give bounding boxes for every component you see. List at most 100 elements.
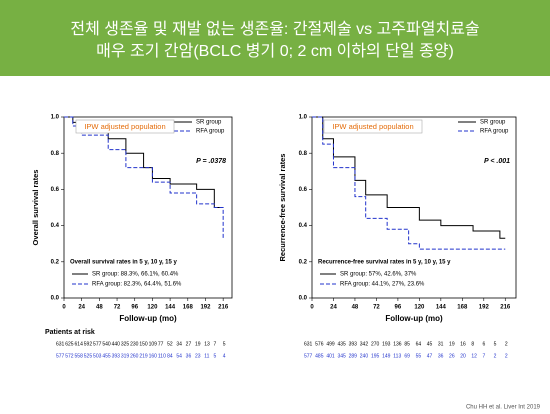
- risk-number: 36: [438, 353, 444, 359]
- x-tick-label: 72: [114, 305, 121, 311]
- risk-number: 5: [494, 341, 497, 347]
- risk-number: 540: [102, 341, 111, 347]
- risk-label: Patients at risk: [45, 329, 95, 336]
- y-tick-label: 0.4: [51, 223, 60, 229]
- x-tick-label: 192: [200, 305, 211, 311]
- risk-number: 7: [483, 353, 486, 359]
- risk-number: 6: [483, 341, 486, 347]
- y-tick-label: 0.0: [51, 296, 60, 302]
- risk-number: 2: [505, 341, 508, 347]
- risk-number: 34: [176, 341, 182, 347]
- x-tick-label: 144: [165, 305, 176, 311]
- risk-number: 149: [382, 353, 391, 359]
- risk-number: 5: [223, 341, 226, 347]
- risk-number: 499: [326, 341, 335, 347]
- y-axis-label: Recurrence-free survival rates: [278, 154, 287, 262]
- risk-number: 325: [121, 341, 130, 347]
- risk-number: 160: [149, 353, 158, 359]
- risk-number: 440: [112, 341, 121, 347]
- y-tick-label: 0.0: [299, 296, 308, 302]
- y-tick-label: 0.8: [299, 151, 308, 157]
- risk-number: 401: [326, 353, 335, 359]
- risk-number: 20: [460, 353, 466, 359]
- risk-number: 27: [186, 341, 192, 347]
- citation: Chu HH et al. Liver Int 2019: [466, 405, 541, 411]
- y-tick-label: 0.8: [51, 151, 60, 157]
- risk-number: 577: [93, 341, 102, 347]
- risk-number: 113: [393, 353, 401, 359]
- x-tick-label: 168: [457, 305, 468, 311]
- risk-number: 109: [149, 341, 158, 347]
- risk-number: 47: [427, 353, 433, 359]
- risk-number: 289: [349, 353, 358, 359]
- y-tick-label: 1.0: [51, 115, 60, 121]
- survival-curve: [312, 116, 506, 250]
- risk-number: 572: [65, 353, 74, 359]
- risk-number: 625: [65, 341, 74, 347]
- badge: IPW adjusted population: [332, 122, 413, 131]
- x-tick-label: 96: [395, 305, 402, 311]
- x-tick-label: 192: [479, 305, 490, 311]
- legend-label: RFA group: [196, 129, 225, 135]
- badge: IPW adjusted population: [84, 122, 165, 131]
- risk-number: 219: [139, 353, 148, 359]
- slide-title: 전체 생존율 및 재발 없는 생존율: 간절제술 vs 고주파열치료술: [70, 20, 479, 38]
- risk-number: 13: [204, 341, 210, 347]
- risk-number: 110: [158, 353, 166, 359]
- y-tick-label: 0.2: [299, 259, 308, 265]
- risk-number: 36: [186, 353, 192, 359]
- risk-number: 558: [75, 353, 84, 359]
- risk-number: 52: [167, 341, 173, 347]
- risk-number: 230: [130, 341, 139, 347]
- risk-number: 8: [471, 341, 474, 347]
- risk-number: 19: [195, 341, 201, 347]
- badge-box: [75, 119, 175, 134]
- x-tick-label: 24: [330, 305, 337, 311]
- x-tick-label: 0: [62, 305, 66, 311]
- rates-line: RFA group: 82.3%, 64.4%, 51.6%: [92, 282, 182, 288]
- x-axis-label: Follow-up (mo): [385, 314, 443, 323]
- risk-number: 19: [449, 341, 455, 347]
- plot-frame: [63, 116, 233, 299]
- risk-number: 31: [438, 341, 444, 347]
- legend-label: SR group: [480, 120, 506, 126]
- risk-number: 195: [371, 353, 380, 359]
- risk-number: 16: [460, 341, 466, 347]
- risk-number: 614: [75, 341, 84, 347]
- risk-number: 319: [121, 353, 130, 359]
- risk-number: 7: [213, 341, 216, 347]
- x-tick-label: 48: [352, 305, 359, 311]
- survival-curve: [64, 116, 224, 239]
- risk-number: 342: [360, 341, 369, 347]
- rates-title: Recurrence-free survival rates in 5 y, 1…: [318, 260, 451, 266]
- risk-number: 576: [315, 341, 324, 347]
- x-tick-label: 120: [414, 305, 425, 311]
- risk-number: 69: [404, 353, 410, 359]
- risk-number: 55: [416, 353, 422, 359]
- risk-number: 455: [102, 353, 111, 359]
- risk-number: 503: [93, 353, 102, 359]
- risk-number: 270: [371, 341, 380, 347]
- legend-label: RFA group: [480, 129, 509, 135]
- risk-number: 260: [130, 353, 139, 359]
- rates-line: SR group: 88.3%, 66.1%, 60.4%: [92, 272, 179, 278]
- badge-box: [323, 119, 423, 134]
- risk-number: 26: [449, 353, 455, 359]
- risk-number: 525: [84, 353, 93, 359]
- risk-number: 5: [213, 353, 216, 359]
- survival-curve: [312, 116, 506, 239]
- risk-number: 23: [195, 353, 201, 359]
- y-tick-label: 0.6: [299, 187, 308, 193]
- risk-number: 631: [304, 341, 313, 347]
- risk-number: 85: [404, 341, 410, 347]
- risk-number: 393: [349, 341, 358, 347]
- slide-title: 매우 조기 간암(BCLC 병기 0; 2 cm 이하의 단일 종양): [96, 42, 454, 60]
- risk-number: 150: [139, 341, 148, 347]
- risk-number: 435: [337, 341, 346, 347]
- header-band: [0, 0, 550, 76]
- risk-number: 631: [56, 341, 65, 347]
- x-axis-label: Follow-up (mo): [119, 314, 177, 323]
- x-tick-label: 0: [310, 305, 314, 311]
- plot-frame: [311, 116, 517, 299]
- risk-number: 577: [56, 353, 65, 359]
